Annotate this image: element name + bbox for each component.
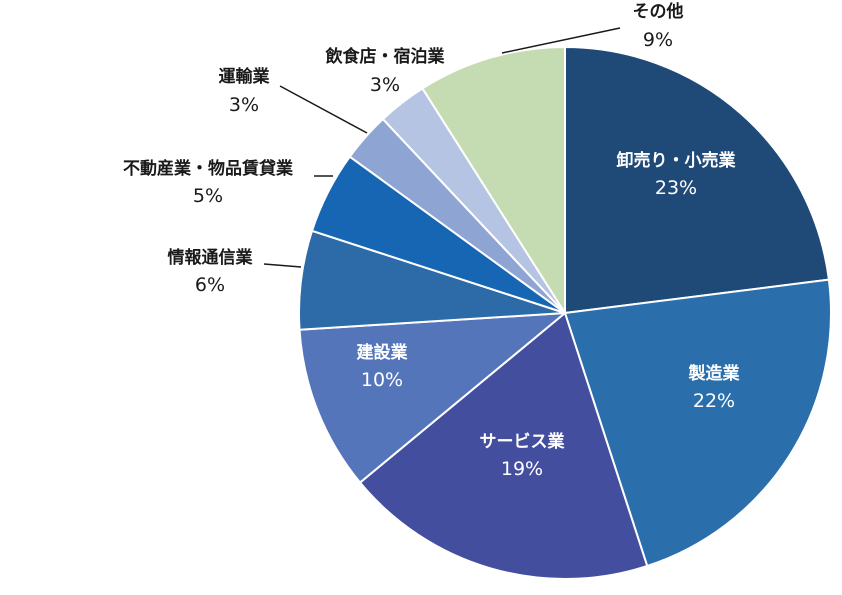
leader-line [279, 85, 368, 134]
leader-lines [263, 27, 621, 268]
slice-category-label: 建設業 [357, 342, 408, 363]
slice-category-label: 運輸業 [219, 66, 270, 87]
pie-slice [298, 311, 569, 484]
slice-category-label: 情報通信業 [168, 247, 253, 268]
slice-category-label: 飲食店・宿泊業 [325, 46, 445, 67]
slice-percent-label: 3% [229, 94, 259, 116]
slice-percent-label: 5% [193, 185, 223, 207]
slice-percent-label: 3% [370, 74, 400, 96]
slice-category-label: 製造業 [688, 363, 740, 384]
slice-percent-label: 23% [655, 177, 697, 199]
slice-category-label: 不動産業・物品賃貸業 [123, 158, 293, 179]
pie-slice [563, 278, 832, 568]
slice-percent-label: 6% [195, 274, 225, 296]
slice-labels: 卸売り・小売業 23% 製造業 22% サービス業 19% 建設業 10% 情報通信業 6% 不動産… [123, 1, 740, 480]
leader-line [263, 263, 302, 268]
pie-slice [421, 45, 566, 317]
slice-percent-label: 9% [643, 29, 673, 51]
slice-category-label: 卸売り・小売業 [617, 150, 736, 171]
pie-slice [358, 311, 649, 580]
slice-percent-label: 10% [361, 369, 403, 391]
slice-percent-label: 19% [501, 458, 543, 480]
pie-slice [564, 45, 831, 315]
slice-category-label: その他 [633, 1, 684, 22]
pie-slices [298, 45, 832, 580]
slice-percent-label: 22% [693, 390, 735, 412]
leader-line [501, 27, 621, 54]
slice-category-label: サービス業 [480, 431, 565, 452]
